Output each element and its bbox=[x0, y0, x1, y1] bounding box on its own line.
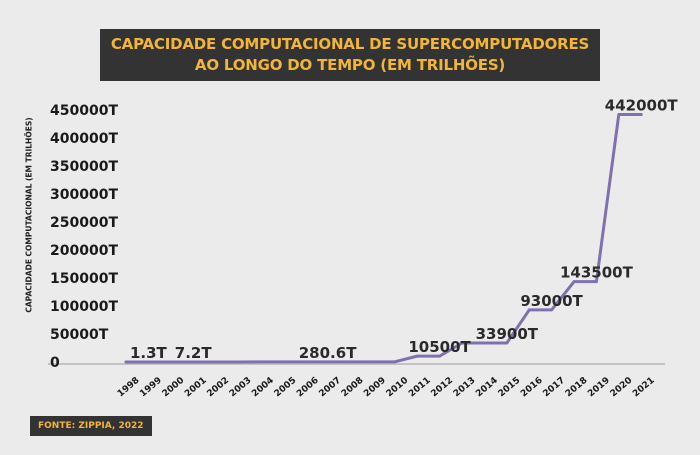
x-tick-label: 2009 bbox=[362, 376, 388, 400]
data-point bbox=[617, 113, 621, 116]
data-label: 143500T bbox=[560, 264, 634, 282]
x-tick-label: 2019 bbox=[586, 376, 612, 400]
x-tick-label: 2021 bbox=[631, 376, 657, 400]
y-tick-label: 200000T bbox=[50, 243, 118, 259]
x-tick-label: 2012 bbox=[430, 376, 456, 400]
data-label: 442000T bbox=[605, 96, 679, 114]
data-point bbox=[169, 360, 173, 364]
x-tick-label: 2002 bbox=[206, 376, 232, 400]
data-point bbox=[124, 360, 128, 364]
data-point bbox=[460, 341, 464, 345]
chart-title-line-1: CAPACIDADE COMPUTACIONAL DE SUPERCOMPUTA… bbox=[110, 35, 590, 53]
x-tick-label: 2015 bbox=[497, 376, 523, 400]
source-note: FONTE: ZIPPIA, 2022 bbox=[30, 416, 152, 436]
data-point bbox=[259, 360, 262, 364]
x-tick-label: 2000 bbox=[161, 376, 187, 400]
data-point bbox=[191, 360, 195, 364]
x-tick-label: 2003 bbox=[228, 376, 254, 400]
x-tick-label: 2014 bbox=[474, 376, 500, 400]
y-tick-label: 100000T bbox=[50, 299, 118, 315]
x-tick-label: 2001 bbox=[183, 376, 209, 400]
x-tick-label: 2018 bbox=[564, 376, 590, 400]
y-tick-label: 400000T bbox=[50, 131, 118, 147]
y-tick-label: 450000T bbox=[50, 103, 118, 119]
y-tick-label: 0 bbox=[50, 355, 60, 371]
data-point bbox=[415, 354, 419, 358]
x-tick-label: 2008 bbox=[340, 376, 366, 400]
data-point bbox=[393, 360, 397, 364]
series-line bbox=[124, 112, 643, 364]
data-point bbox=[326, 360, 329, 364]
data-label: 280.6T bbox=[299, 344, 357, 362]
x-tick-label: 1999 bbox=[138, 376, 164, 400]
x-tick-label: 1998 bbox=[116, 376, 142, 400]
data-point bbox=[236, 360, 240, 364]
data-point bbox=[281, 360, 285, 364]
y-tick-label: 350000T bbox=[50, 159, 118, 175]
y-tick-label: 250000T bbox=[50, 215, 118, 231]
data-point bbox=[303, 360, 307, 364]
x-tick-label: 2006 bbox=[295, 376, 321, 400]
data-point bbox=[505, 341, 509, 345]
data-label: 1.3T bbox=[130, 344, 168, 362]
data-label: 7.2T bbox=[175, 344, 213, 362]
data-point bbox=[527, 308, 531, 312]
data-point bbox=[639, 113, 643, 116]
data-point bbox=[483, 341, 486, 345]
x-tick-label: 2011 bbox=[407, 376, 433, 400]
data-label: 10500T bbox=[408, 338, 471, 356]
data-label: 33900T bbox=[476, 325, 539, 343]
x-tick-label: 2007 bbox=[318, 376, 344, 400]
chart-title-line-2: AO LONGO DO TEMPO (EM TRILHÕES) bbox=[194, 56, 506, 74]
x-tick-label: 2010 bbox=[385, 376, 411, 400]
x-tick-label: 2004 bbox=[250, 376, 276, 400]
data-point bbox=[147, 360, 150, 364]
data-point bbox=[550, 308, 553, 312]
x-tick-label: 2020 bbox=[609, 376, 635, 400]
y-tick-label: 300000T bbox=[50, 187, 118, 203]
data-point bbox=[371, 360, 374, 364]
x-tick-label: 2005 bbox=[273, 376, 299, 400]
data-point bbox=[595, 280, 598, 284]
x-tick-label: 2017 bbox=[542, 376, 568, 400]
data-point bbox=[214, 360, 218, 364]
data-label: 93000T bbox=[520, 292, 583, 310]
data-point bbox=[348, 360, 352, 364]
data-point bbox=[572, 280, 576, 284]
x-tick-label: 2016 bbox=[519, 376, 545, 400]
y-tick-label: 50000T bbox=[50, 327, 109, 343]
x-tick-label: 2013 bbox=[452, 376, 478, 400]
data-point bbox=[438, 354, 441, 358]
chart-title: CAPACIDADE COMPUTACIONAL DE SUPERCOMPUTA… bbox=[100, 29, 600, 81]
y-tick-label: 150000T bbox=[50, 271, 118, 287]
